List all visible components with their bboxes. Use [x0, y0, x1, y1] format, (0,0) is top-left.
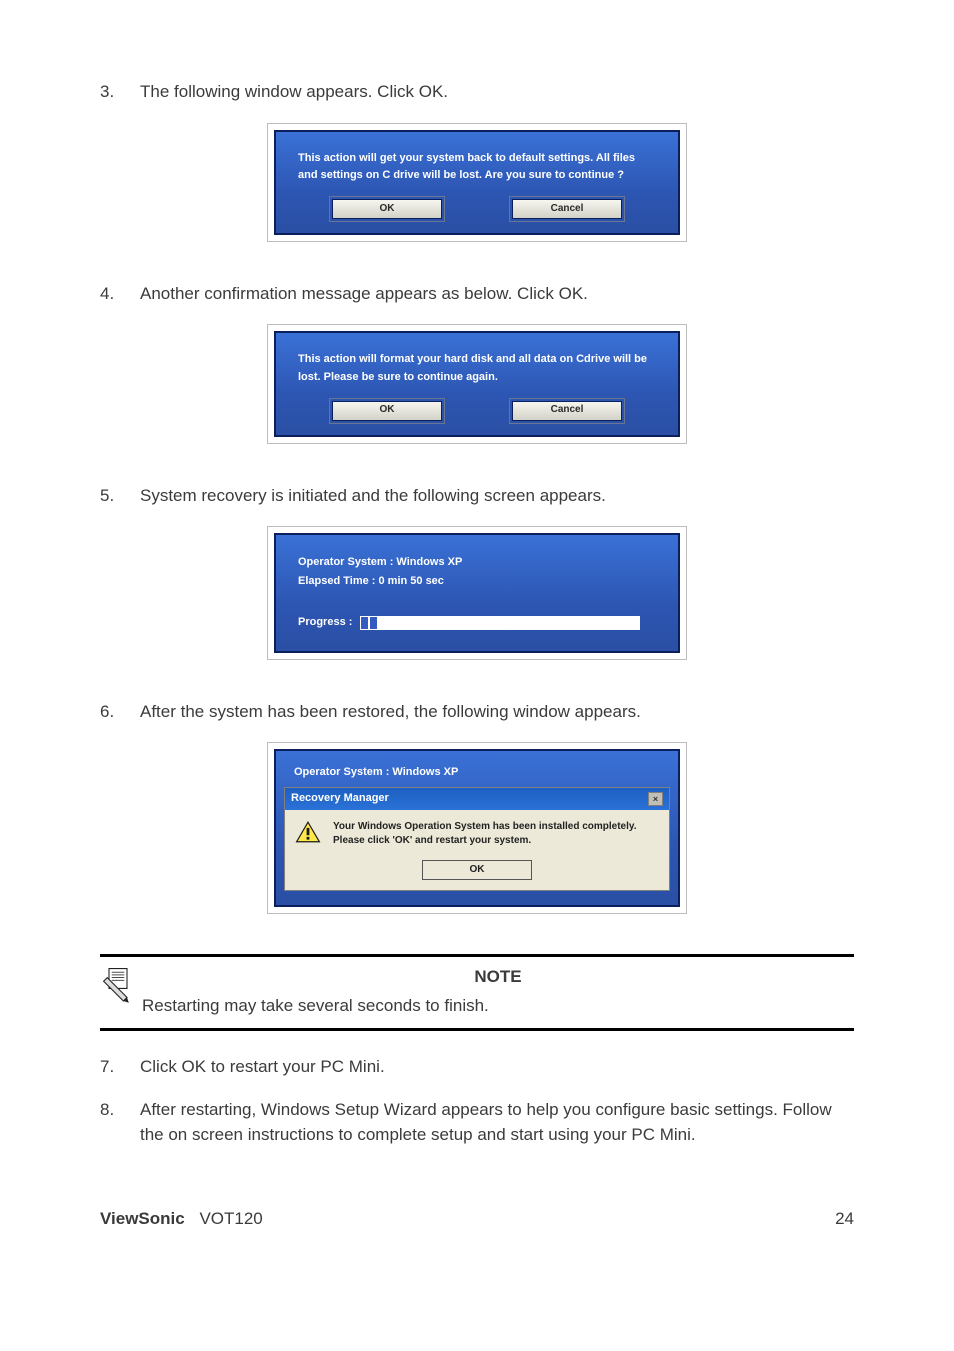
progress-label: Progress : — [298, 615, 352, 631]
recmgr-line2: Please click 'OK' and restart your syste… — [333, 834, 637, 848]
ok-button[interactable]: OK — [332, 401, 442, 421]
dialog-format-confirm: This action will format your hard disk a… — [267, 324, 687, 443]
model-name: VOT120 — [199, 1209, 262, 1228]
step-7: 7. Click OK to restart your PC Mini. — [100, 1055, 854, 1080]
recovery-manager-message: Your Windows Operation System has been i… — [333, 820, 637, 848]
step-3: 3. The following window appears. Click O… — [100, 80, 854, 105]
step-8: 8. After restarting, Windows Setup Wizar… — [100, 1098, 854, 1147]
ok-button[interactable]: OK — [332, 199, 442, 219]
recmgr-line1: Your Windows Operation System has been i… — [333, 820, 637, 834]
dialog1-message: This action will get your system back to… — [298, 150, 656, 185]
step-8-text: After restarting, Windows Setup Wizard a… — [140, 1098, 854, 1147]
step-6-text: After the system has been restored, the … — [140, 700, 854, 725]
step-5: 5. System recovery is initiated and the … — [100, 484, 854, 509]
progress-os-line: Operator System : Windows XP — [298, 553, 656, 572]
step-4: 4. Another confirmation message appears … — [100, 282, 854, 307]
recovery-manager-dialog: Recovery Manager × Your Windows Operatio… — [284, 787, 670, 891]
progress-bar: Progress : — [298, 615, 656, 631]
recovery-manager-title: Recovery Manager — [291, 791, 389, 807]
step-7-text: Click OK to restart your PC Mini. — [140, 1055, 854, 1080]
step-3-text: The following window appears. Click OK. — [140, 80, 854, 105]
dialog2-buttons: OK Cancel — [298, 401, 656, 421]
dialog1-line2: and settings on C drive will be lost. Ar… — [298, 167, 656, 185]
dialog2-line2: lost. Please be sure to continue again. — [298, 369, 656, 387]
note-block: NOTE Restarting may take several seconds… — [100, 954, 854, 1031]
dialog1-line1: This action will get your system back to… — [298, 150, 656, 168]
step-4-text: Another confirmation message appears as … — [140, 282, 854, 307]
page-number: 24 — [835, 1207, 854, 1232]
note-title: NOTE — [142, 965, 854, 990]
recovery-complete-window: Operator System : Windows XP Recovery Ma… — [267, 742, 687, 914]
progress-block — [361, 617, 368, 629]
recovery-manager-body: Your Windows Operation System has been i… — [285, 810, 669, 860]
dialog2-line1: This action will format your hard disk a… — [298, 351, 656, 369]
step-5-text: System recovery is initiated and the fol… — [140, 484, 854, 509]
recovery-progress-window: Operator System : Windows XP Elapsed Tim… — [267, 526, 687, 659]
brand-name: ViewSonic — [100, 1209, 185, 1228]
close-icon[interactable]: × — [648, 792, 663, 806]
recovery-manager-titlebar: Recovery Manager × — [285, 788, 669, 810]
progress-block — [370, 617, 377, 629]
cancel-button[interactable]: Cancel — [512, 199, 622, 219]
note-icon — [100, 963, 136, 1003]
step-8-number: 8. — [100, 1098, 140, 1147]
step-4-number: 4. — [100, 282, 140, 307]
warning-icon — [295, 820, 321, 844]
dialog-default-settings: This action will get your system back to… — [267, 123, 687, 242]
final-os-line: Operator System : Windows XP — [282, 765, 672, 787]
step-5-number: 5. — [100, 484, 140, 509]
note-text: Restarting may take several seconds to f… — [142, 994, 854, 1019]
dialog2-message: This action will format your hard disk a… — [298, 351, 656, 386]
step-6-number: 6. — [100, 700, 140, 725]
progress-track — [360, 616, 640, 630]
step-7-number: 7. — [100, 1055, 140, 1080]
step-3-number: 3. — [100, 80, 140, 105]
page-footer: ViewSonic VOT120 24 — [100, 1207, 854, 1232]
ok-button[interactable]: OK — [422, 860, 532, 880]
cancel-button[interactable]: Cancel — [512, 401, 622, 421]
footer-left: ViewSonic VOT120 — [100, 1207, 263, 1232]
step-6: 6. After the system has been restored, t… — [100, 700, 854, 725]
progress-time-line: Elapsed Time : 0 min 50 sec — [298, 572, 656, 591]
dialog1-buttons: OK Cancel — [298, 199, 656, 219]
